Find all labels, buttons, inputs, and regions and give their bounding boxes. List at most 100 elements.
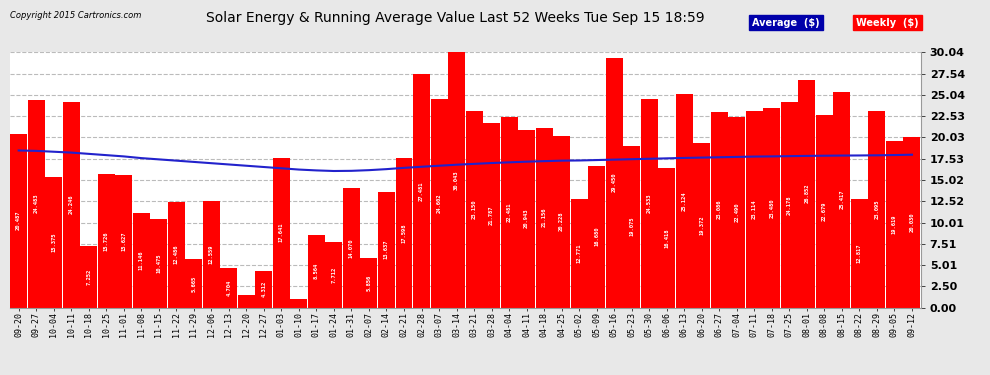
Text: 20.030: 20.030 <box>910 213 915 232</box>
Bar <box>326 242 343 308</box>
Bar <box>221 268 238 308</box>
Text: 24.533: 24.533 <box>646 194 651 213</box>
Bar <box>798 80 816 308</box>
Bar <box>606 57 623 308</box>
Text: 4.312: 4.312 <box>261 281 266 297</box>
Bar <box>255 271 272 308</box>
Text: 4.704: 4.704 <box>227 279 232 296</box>
Text: 10.475: 10.475 <box>156 253 161 273</box>
Bar <box>150 219 167 308</box>
Bar <box>483 123 500 308</box>
Text: 12.817: 12.817 <box>857 243 862 263</box>
Text: 17.641: 17.641 <box>279 223 284 242</box>
Text: 15.375: 15.375 <box>51 232 56 252</box>
Text: 19.619: 19.619 <box>892 214 897 234</box>
Text: 17.598: 17.598 <box>402 223 407 243</box>
Text: 24.483: 24.483 <box>34 194 39 213</box>
Bar <box>711 111 728 308</box>
Bar <box>623 146 641 308</box>
Bar <box>62 102 80 308</box>
Text: 11.146: 11.146 <box>139 251 144 270</box>
Text: 29.450: 29.450 <box>612 173 617 192</box>
Bar <box>781 102 798 308</box>
Text: 15.627: 15.627 <box>121 231 127 251</box>
Text: 22.481: 22.481 <box>507 202 512 222</box>
Text: 12.486: 12.486 <box>174 245 179 264</box>
Text: 20.487: 20.487 <box>16 211 21 230</box>
Bar <box>290 299 308 307</box>
Text: 15.726: 15.726 <box>104 231 109 251</box>
Bar <box>80 246 97 308</box>
Bar <box>588 166 605 308</box>
Bar <box>238 294 254 307</box>
Bar <box>693 143 710 308</box>
Bar <box>167 201 185 308</box>
Bar <box>448 53 465 308</box>
Text: 14.070: 14.070 <box>348 238 354 258</box>
Text: 24.602: 24.602 <box>437 194 442 213</box>
Bar <box>395 158 413 308</box>
Bar <box>553 136 570 308</box>
Text: Copyright 2015 Cartronics.com: Copyright 2015 Cartronics.com <box>10 11 142 20</box>
Bar <box>378 192 395 308</box>
Text: 22.679: 22.679 <box>822 201 827 221</box>
Bar <box>360 258 377 307</box>
Text: Weekly  ($): Weekly ($) <box>856 18 919 27</box>
Text: 27.481: 27.481 <box>419 181 424 201</box>
Text: Solar Energy & Running Average Value Last 52 Weeks Tue Sep 15 18:59: Solar Energy & Running Average Value Las… <box>206 11 705 25</box>
Text: 20.228: 20.228 <box>559 212 564 231</box>
Text: 23.086: 23.086 <box>717 200 722 219</box>
Bar <box>518 130 536 308</box>
Bar <box>343 188 360 308</box>
Bar <box>886 141 903 308</box>
Text: 24.178: 24.178 <box>787 195 792 214</box>
Bar <box>431 99 447 308</box>
Text: 23.095: 23.095 <box>874 200 879 219</box>
Text: 26.852: 26.852 <box>804 184 810 203</box>
Bar <box>658 168 675 308</box>
Bar <box>834 92 850 308</box>
Text: 19.372: 19.372 <box>699 216 704 235</box>
Text: 22.490: 22.490 <box>735 202 740 222</box>
Bar <box>273 158 290 308</box>
Text: 21.787: 21.787 <box>489 205 494 225</box>
Bar <box>115 175 133 308</box>
Text: 13.637: 13.637 <box>384 240 389 260</box>
Bar <box>185 260 202 308</box>
Text: 5.665: 5.665 <box>191 275 196 292</box>
Text: Average  ($): Average ($) <box>752 18 820 27</box>
Bar <box>641 99 657 308</box>
Bar <box>729 117 745 308</box>
Bar <box>133 213 149 308</box>
Bar <box>46 177 62 308</box>
Text: 23.114: 23.114 <box>751 200 756 219</box>
Bar <box>904 138 921 308</box>
Text: 12.771: 12.771 <box>576 243 582 263</box>
Bar <box>850 199 868 308</box>
Text: 23.150: 23.150 <box>471 200 476 219</box>
Bar <box>10 134 27 308</box>
Text: 16.418: 16.418 <box>664 228 669 248</box>
Text: 8.564: 8.564 <box>314 263 319 279</box>
Bar <box>501 117 518 308</box>
Text: 7.712: 7.712 <box>332 267 337 283</box>
Text: 23.480: 23.480 <box>769 198 774 217</box>
Bar <box>536 128 552 308</box>
Text: 25.124: 25.124 <box>682 191 687 211</box>
Bar <box>570 199 588 308</box>
Text: 5.856: 5.856 <box>366 274 371 291</box>
Bar <box>308 235 325 308</box>
Bar <box>28 100 45 308</box>
Text: 19.075: 19.075 <box>630 217 635 236</box>
Bar <box>676 94 693 308</box>
Bar <box>413 74 430 307</box>
Bar <box>465 111 482 308</box>
Bar <box>98 174 115 308</box>
Text: 21.156: 21.156 <box>542 208 546 228</box>
Text: 25.417: 25.417 <box>840 190 844 209</box>
Text: 20.943: 20.943 <box>524 209 529 228</box>
Text: 12.559: 12.559 <box>209 244 214 264</box>
Text: 30.043: 30.043 <box>454 170 459 190</box>
Text: 16.680: 16.680 <box>594 227 599 246</box>
Bar <box>816 115 833 308</box>
